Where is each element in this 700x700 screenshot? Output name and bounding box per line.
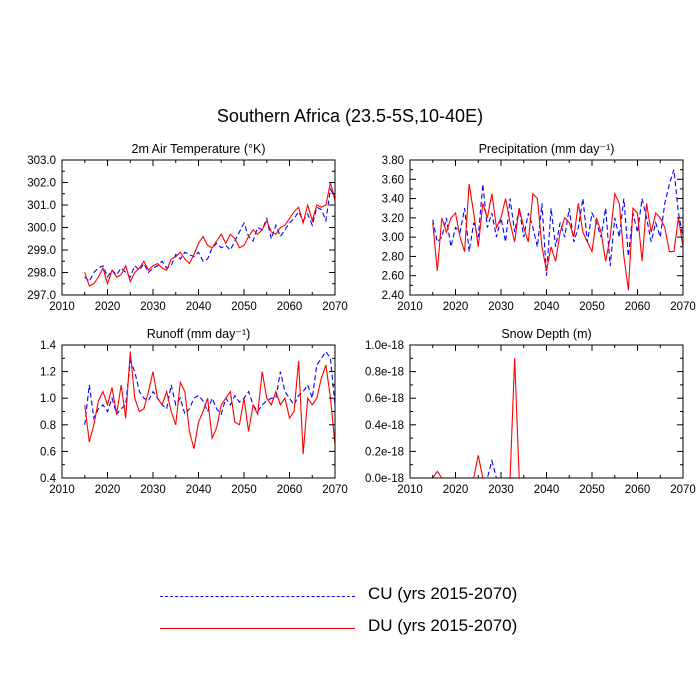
y-tick-label: 1.4 <box>40 340 57 352</box>
y-tick-label: 0.6e-18 <box>365 393 404 405</box>
series-line-du <box>432 358 683 479</box>
y-tick-label: 0.8e-18 <box>365 367 404 379</box>
chart-panel-3: Runoff (mm day⁻¹) 2010 2020 2030 2040 2050 206… <box>40 327 348 496</box>
legend-swatch-cu <box>160 596 355 597</box>
series-line-du <box>84 182 336 287</box>
legend-label-cu: CU (yrs 2015-2070) <box>368 584 518 603</box>
y-tick-label: 301.0 <box>27 200 56 212</box>
x-tick-label: 2010 <box>397 301 423 313</box>
y-tick-label: 2.80 <box>382 251 404 263</box>
chart-title: Precipitation (mm day⁻¹) <box>479 142 615 156</box>
chart-panel-4: Snow Depth (m) 2010 2020 2030 2040 2050 2060 20… <box>365 327 696 496</box>
x-tick-label: 2060 <box>277 484 303 496</box>
x-tick-label: 2020 <box>443 484 469 496</box>
x-tick-label: 2070 <box>670 484 696 496</box>
y-tick-label: 297.0 <box>27 290 56 302</box>
x-tick-label: 2020 <box>95 484 121 496</box>
x-tick-label: 2070 <box>670 301 696 313</box>
chart-panel-1: 2m Air Temperature (°K) 2010 2020 2030 2040 2… <box>27 142 348 313</box>
y-tick-label: 0.2e-18 <box>365 446 404 458</box>
x-tick-label: 2030 <box>140 301 166 313</box>
x-tick-label: 2050 <box>231 301 257 313</box>
y-tick-label: 0.4 <box>40 473 57 485</box>
y-tick-label: 3.20 <box>382 213 404 225</box>
plot-frame <box>409 344 684 479</box>
y-tick-label: 3.00 <box>382 232 404 244</box>
x-tick-label: 2050 <box>231 484 257 496</box>
y-tick-label: 3.40 <box>382 194 404 206</box>
y-tick-label: 2.40 <box>382 290 404 302</box>
x-tick-label: 2030 <box>488 301 514 313</box>
figure-title: Southern Africa (23.5-5S,10-40E) <box>216 106 484 126</box>
legend-item-cu: CU (yrs 2015-2070) <box>160 584 580 608</box>
y-tick-label: 3.80 <box>382 155 404 167</box>
x-tick-label: 2030 <box>488 484 514 496</box>
y-tick-label: 2.60 <box>382 271 404 283</box>
x-tick-label: 2040 <box>186 301 212 313</box>
legend-item-du: DU (yrs 2015-2070) <box>160 616 580 640</box>
chart-title: 2m Air Temperature (°K) <box>132 142 266 156</box>
chart-panel-2: Precipitation (mm day⁻¹) 2010 2020 2030 2040… <box>382 142 696 313</box>
x-tick-label: 2040 <box>186 484 212 496</box>
x-tick-label: 2010 <box>49 484 75 496</box>
x-tick-label: 2040 <box>534 301 560 313</box>
x-tick-label: 2040 <box>534 484 560 496</box>
y-tick-label: 0.4e-18 <box>365 420 404 432</box>
y-tick-label: 1.0e-18 <box>365 340 404 352</box>
chart-title: Runoff (mm day⁻¹) <box>147 327 251 341</box>
x-tick-label: 2060 <box>625 301 651 313</box>
chart-title: Snow Depth (m) <box>501 327 591 341</box>
series-line-cu <box>84 187 336 283</box>
x-tick-label: 2010 <box>397 484 423 496</box>
series-line-cu <box>432 458 683 479</box>
y-tick-label: 3.60 <box>382 174 404 186</box>
y-tick-label: 0.0e-18 <box>365 473 404 485</box>
legend-swatch-du <box>160 628 355 629</box>
y-tick-label: 300.0 <box>27 223 56 235</box>
series-line-cu <box>432 169 684 276</box>
x-tick-label: 2050 <box>579 301 605 313</box>
y-tick-label: 299.0 <box>27 245 56 257</box>
x-tick-label: 2010 <box>49 301 75 313</box>
y-tick-label: 302.0 <box>27 178 56 190</box>
plot-frame <box>61 159 336 296</box>
x-tick-label: 2070 <box>322 484 348 496</box>
x-tick-label: 2030 <box>140 484 166 496</box>
x-tick-label: 2070 <box>322 301 348 313</box>
x-tick-label: 2050 <box>579 484 605 496</box>
legend-label-du: DU (yrs 2015-2070) <box>368 616 518 635</box>
series-line-du <box>84 351 336 455</box>
y-tick-label: 298.0 <box>27 268 56 280</box>
y-tick-label: 0.8 <box>40 420 56 432</box>
x-tick-label: 2060 <box>277 301 303 313</box>
x-tick-label: 2020 <box>443 301 469 313</box>
y-tick-label: 0.6 <box>40 446 56 458</box>
x-tick-label: 2020 <box>95 301 121 313</box>
x-tick-label: 2060 <box>625 484 651 496</box>
y-tick-label: 1.0 <box>40 393 56 405</box>
series-line-du <box>432 184 684 291</box>
y-tick-label: 303.0 <box>27 155 56 167</box>
y-tick-label: 1.2 <box>40 367 56 379</box>
